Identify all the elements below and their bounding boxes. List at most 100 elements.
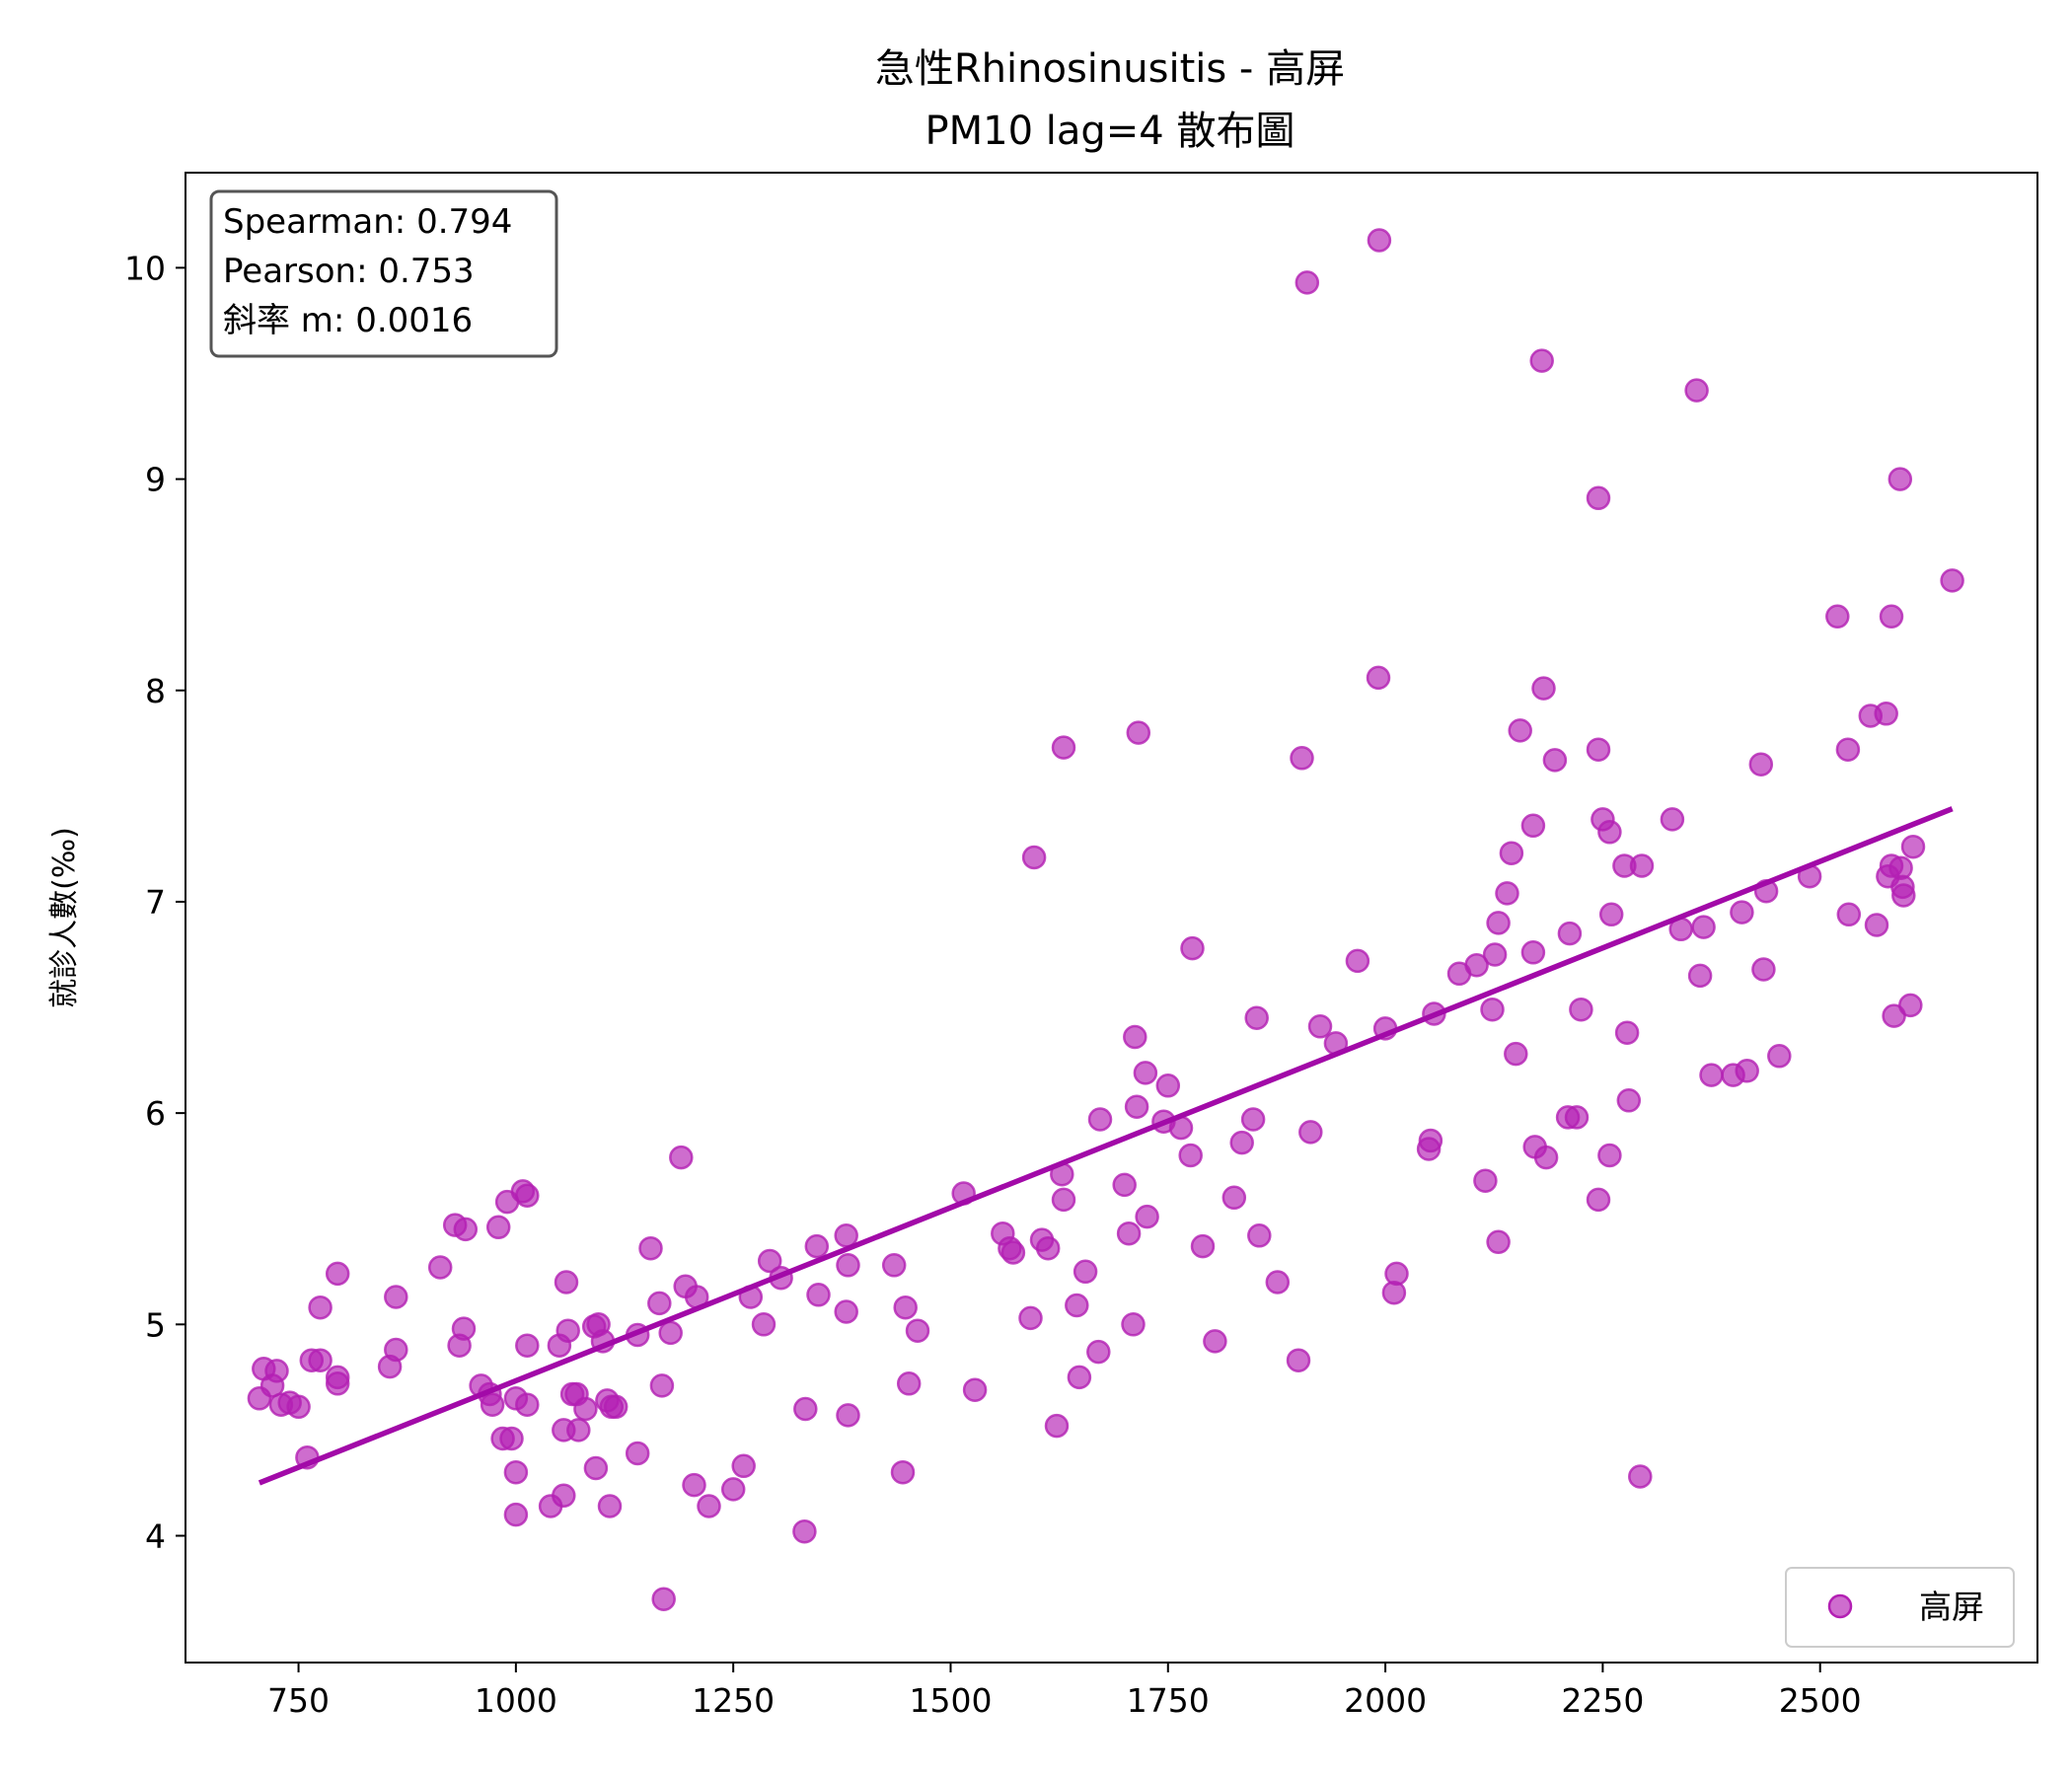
- data-point: [308, 1348, 333, 1372]
- data-point: [1699, 1063, 1724, 1087]
- data-point: [453, 1217, 479, 1242]
- data-point: [638, 1235, 663, 1261]
- data-point: [1307, 1014, 1333, 1039]
- data-point: [1384, 1261, 1409, 1287]
- data-point: [485, 1215, 511, 1240]
- y-tick-label: 7: [145, 883, 166, 922]
- data-point: [647, 1291, 672, 1316]
- x-tick-label: 1500: [909, 1681, 992, 1720]
- data-point: [1345, 948, 1370, 974]
- data-point: [1051, 1187, 1076, 1213]
- x-axis: 750 1000 1250 1500 1750 2000 2250 2500: [267, 1663, 1862, 1720]
- data-point: [1879, 604, 1904, 629]
- data-point: [264, 1359, 289, 1383]
- legend-marker: [1827, 1593, 1853, 1619]
- data-point: [1486, 1229, 1511, 1255]
- data-point: [1504, 1041, 1528, 1067]
- data-point: [1586, 485, 1611, 511]
- data-point: [1123, 1024, 1147, 1050]
- data-point: [1520, 813, 1546, 839]
- data-point: [1864, 913, 1889, 937]
- data-point: [566, 1418, 591, 1443]
- x-tick-label: 2000: [1344, 1681, 1427, 1720]
- data-point: [555, 1318, 580, 1343]
- plot-area-frame: [185, 172, 2038, 1664]
- data-point: [1597, 1143, 1622, 1168]
- data-point: [1180, 935, 1205, 961]
- data-point: [697, 1494, 721, 1518]
- data-point: [1687, 963, 1713, 989]
- data-point: [1190, 1233, 1216, 1259]
- data-point: [1628, 1464, 1653, 1489]
- data-point: [1087, 1107, 1113, 1132]
- data-point: [1533, 1145, 1559, 1170]
- data-point: [1116, 1221, 1142, 1246]
- data-point: [1035, 1235, 1061, 1261]
- data-point: [515, 1183, 540, 1208]
- data-point: [751, 1312, 777, 1337]
- data-point: [499, 1426, 524, 1451]
- data-point: [603, 1394, 629, 1420]
- stats-box: Spearman: 0.794 Pearson: 0.753 斜率 m: 0.0…: [209, 189, 558, 358]
- data-point: [597, 1494, 623, 1518]
- data-point: [1133, 1061, 1158, 1085]
- y-tick-label: 6: [145, 1094, 166, 1133]
- data-point: [1874, 702, 1898, 726]
- data-point: [1286, 1348, 1311, 1372]
- data-point: [1244, 1005, 1269, 1030]
- data-point: [1366, 665, 1391, 691]
- y-tick-label: 8: [145, 672, 166, 710]
- data-point: [1940, 568, 1964, 593]
- data-point: [384, 1285, 408, 1309]
- trend-line: [258, 806, 1954, 1486]
- data-point: [836, 1253, 860, 1278]
- slope-text: 斜率 m: 0.0016: [223, 301, 473, 340]
- data-point: [1557, 921, 1583, 946]
- data-point: [503, 1502, 529, 1527]
- data-point: [1569, 997, 1593, 1022]
- data-point: [1229, 1130, 1254, 1155]
- data-point: [1295, 270, 1320, 295]
- data-point: [1730, 900, 1754, 925]
- data-point: [1124, 1094, 1149, 1119]
- data-point: [834, 1223, 858, 1248]
- data-point: [1735, 1059, 1759, 1083]
- data-point: [583, 1455, 609, 1481]
- data-point: [427, 1255, 453, 1280]
- data-point: [1691, 915, 1716, 939]
- data-point: [1018, 1305, 1043, 1331]
- points-layer: [247, 228, 1964, 1611]
- data-point: [881, 1253, 907, 1278]
- y-axis: 4 5 6 7 8 9 10: [124, 249, 185, 1555]
- legend: 高屏: [1785, 1567, 2015, 1648]
- data-point: [1247, 1223, 1272, 1248]
- data-point: [1121, 1312, 1146, 1337]
- data-point: [1221, 1185, 1247, 1211]
- y-tick-label: 4: [145, 1517, 166, 1555]
- data-point: [1135, 1204, 1159, 1229]
- data-point: [384, 1337, 408, 1363]
- data-point: [308, 1295, 333, 1320]
- data-point: [1051, 735, 1076, 760]
- chart-title-line2: PM10 lag=4 散布圖: [925, 109, 1295, 154]
- data-point: [893, 1295, 918, 1320]
- data-point: [1265, 1270, 1291, 1295]
- data-point: [757, 1248, 782, 1274]
- data-point: [1298, 1120, 1323, 1145]
- y-tick-label: 9: [145, 461, 166, 499]
- data-point: [1508, 718, 1532, 743]
- data-point: [1464, 952, 1489, 978]
- x-tick-label: 1000: [475, 1681, 557, 1720]
- data-point: [1531, 676, 1556, 701]
- legend-label: 高屏: [1919, 1588, 1984, 1626]
- data-point: [1629, 853, 1655, 878]
- data-point: [1021, 845, 1047, 870]
- data-point: [962, 1377, 988, 1402]
- data-point: [1598, 902, 1624, 927]
- data-point: [649, 1373, 675, 1398]
- data-point: [503, 1459, 529, 1485]
- data-point: [1564, 1105, 1590, 1130]
- data-point: [896, 1371, 922, 1396]
- data-point: [1614, 1020, 1640, 1045]
- x-tick-label: 1750: [1127, 1681, 1210, 1720]
